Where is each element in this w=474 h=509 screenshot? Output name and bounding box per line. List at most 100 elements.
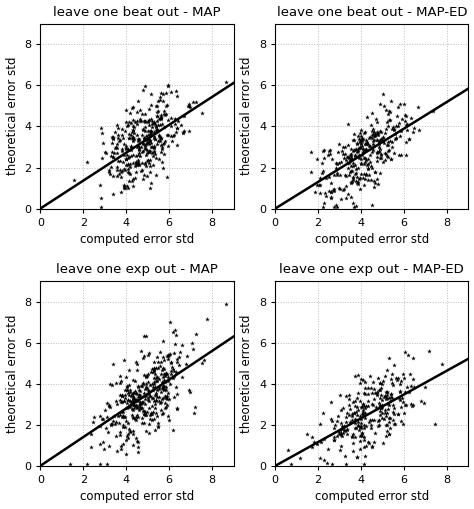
Point: [337, 429, 345, 437]
Point: [340, 421, 347, 430]
Point: [402, 401, 410, 409]
Point: [146, 168, 154, 176]
Point: [284, 446, 292, 455]
Point: [117, 445, 125, 453]
Point: [415, 126, 422, 134]
Point: [316, 420, 324, 429]
Point: [129, 413, 137, 421]
Point: [320, 146, 328, 154]
Point: [401, 111, 409, 119]
Point: [148, 120, 156, 128]
Point: [156, 399, 164, 407]
Point: [114, 411, 122, 419]
Point: [326, 150, 334, 158]
Point: [160, 138, 168, 147]
Point: [160, 382, 168, 390]
Point: [120, 151, 128, 159]
Point: [361, 140, 369, 148]
Point: [317, 189, 324, 197]
Point: [113, 446, 120, 455]
Point: [222, 300, 229, 308]
Point: [126, 381, 133, 389]
Point: [100, 445, 108, 453]
Point: [353, 139, 360, 147]
Point: [151, 383, 159, 391]
Point: [324, 444, 332, 453]
Point: [163, 131, 171, 139]
Point: [325, 147, 332, 155]
Point: [133, 403, 141, 411]
Point: [344, 153, 351, 161]
Point: [383, 118, 391, 126]
Point: [345, 172, 353, 180]
Point: [143, 372, 151, 380]
Point: [328, 188, 335, 196]
Point: [129, 158, 137, 166]
Point: [334, 148, 341, 156]
Point: [368, 134, 376, 143]
Point: [337, 419, 345, 428]
Point: [173, 358, 181, 366]
Point: [158, 144, 165, 152]
Point: [148, 402, 155, 410]
Point: [121, 391, 128, 399]
Point: [123, 182, 130, 190]
Point: [355, 422, 362, 431]
Point: [149, 368, 157, 376]
Point: [151, 391, 158, 400]
Point: [342, 413, 350, 421]
Point: [388, 394, 395, 402]
Point: [333, 203, 341, 211]
Point: [355, 152, 362, 160]
Point: [406, 134, 413, 143]
Point: [344, 120, 352, 128]
Point: [90, 417, 97, 426]
Point: [103, 413, 110, 421]
Point: [87, 430, 94, 438]
Point: [156, 135, 164, 143]
Point: [143, 383, 150, 391]
Point: [145, 105, 153, 113]
Point: [122, 161, 129, 169]
Point: [383, 394, 391, 402]
Point: [386, 116, 393, 124]
Point: [390, 420, 398, 428]
Point: [139, 354, 146, 362]
Point: [135, 160, 142, 168]
Point: [346, 168, 354, 176]
Point: [369, 146, 377, 154]
Point: [167, 370, 175, 378]
Point: [374, 131, 382, 139]
Point: [143, 373, 150, 381]
Point: [153, 111, 161, 120]
Point: [157, 134, 165, 142]
Point: [364, 139, 372, 148]
Point: [401, 348, 409, 356]
Point: [141, 400, 148, 408]
Point: [146, 162, 154, 171]
Point: [357, 160, 365, 168]
Point: [356, 423, 364, 431]
Point: [141, 371, 148, 379]
Point: [371, 142, 378, 150]
Point: [355, 132, 362, 140]
Point: [142, 82, 149, 90]
Point: [354, 372, 362, 380]
Point: [164, 377, 172, 385]
Point: [340, 154, 347, 162]
Point: [170, 393, 178, 401]
Point: [373, 391, 381, 399]
Point: [105, 442, 113, 450]
Point: [117, 408, 124, 416]
Point: [397, 127, 404, 135]
Point: [135, 161, 142, 169]
Point: [361, 128, 368, 136]
Point: [125, 396, 132, 404]
Point: [135, 383, 142, 391]
Point: [141, 144, 149, 152]
Point: [119, 134, 127, 143]
Point: [384, 137, 392, 146]
Point: [143, 172, 151, 180]
Point: [136, 398, 144, 406]
Point: [162, 369, 170, 377]
